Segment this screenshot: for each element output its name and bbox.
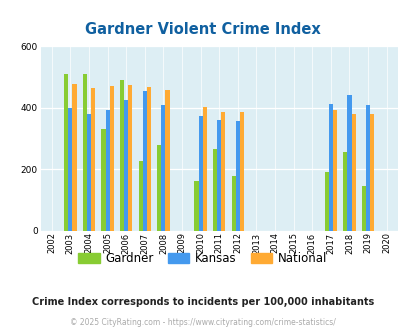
Bar (101, 129, 105, 231)
Bar (332, 110, 336, 231)
Bar (105, 110, 109, 231)
Bar (87, 114, 91, 231)
Bar (365, 105, 369, 231)
Bar (198, 116, 202, 231)
Bar (235, 121, 239, 231)
Bar (109, 86, 113, 231)
Bar (72, 84, 76, 231)
Bar (68, 109, 72, 231)
Bar (343, 152, 347, 231)
Bar (347, 95, 351, 231)
Bar (217, 120, 221, 231)
Bar (221, 112, 225, 231)
Bar (239, 112, 243, 231)
Bar (139, 161, 143, 231)
Text: © 2025 CityRating.com - https://www.cityrating.com/crime-statistics/: © 2025 CityRating.com - https://www.city… (70, 318, 335, 327)
Bar (128, 85, 132, 231)
Bar (161, 105, 165, 231)
Bar (351, 114, 355, 231)
Bar (143, 91, 147, 231)
Text: Crime Index corresponds to incidents per 100,000 inhabitants: Crime Index corresponds to incidents per… (32, 297, 373, 307)
Bar (157, 146, 161, 231)
Bar (120, 80, 124, 231)
Bar (147, 87, 151, 231)
Bar (202, 107, 206, 231)
Bar (165, 90, 169, 231)
Bar (194, 182, 198, 231)
Legend: Gardner, Kansas, National: Gardner, Kansas, National (74, 247, 331, 270)
Bar (328, 104, 332, 231)
Bar (361, 186, 365, 231)
Bar (64, 74, 68, 231)
Bar (83, 74, 87, 231)
Bar (369, 114, 373, 231)
Text: Gardner Violent Crime Index: Gardner Violent Crime Index (85, 22, 320, 37)
Bar (91, 88, 95, 231)
Bar (124, 100, 128, 231)
Bar (231, 176, 235, 231)
Bar (213, 149, 217, 231)
Bar (324, 172, 328, 231)
